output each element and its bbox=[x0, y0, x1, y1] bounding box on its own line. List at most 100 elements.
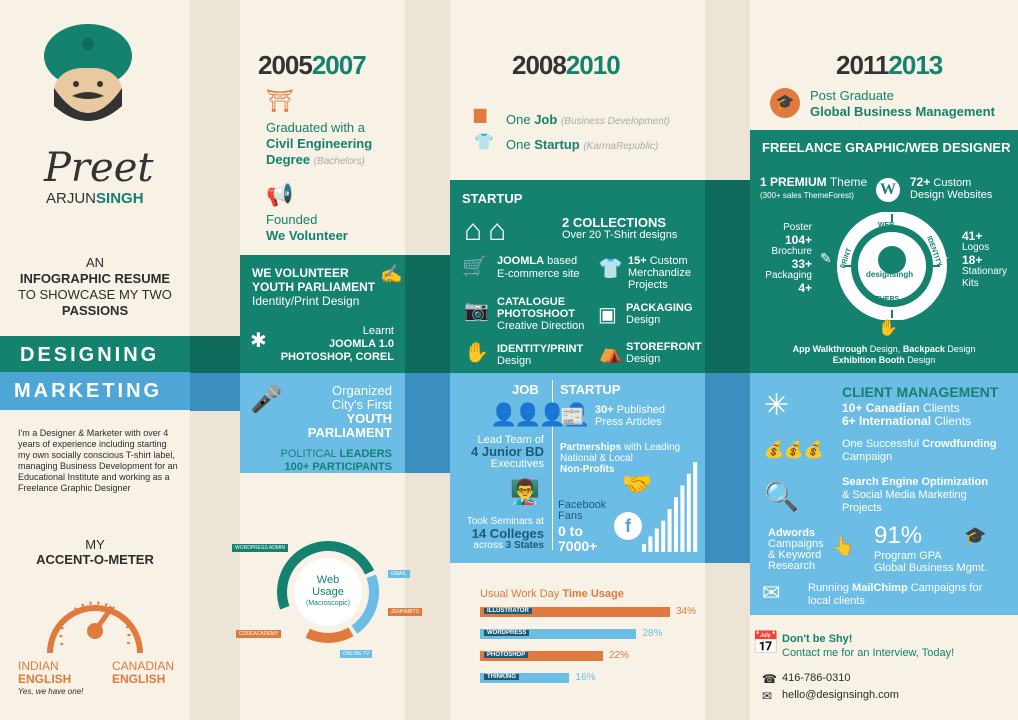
m1: 15+ bbox=[628, 255, 647, 267]
email-icon: ✉ bbox=[762, 689, 773, 703]
grad1: Graduated with a bbox=[266, 120, 366, 135]
clients: 10+ Canadian Clients 6+ International Cli… bbox=[842, 402, 971, 428]
jo2: based bbox=[547, 255, 578, 267]
s2: Startup bbox=[534, 137, 580, 152]
participants: POLITICAL LEADERS 100+ PARTICIPANTS bbox=[262, 448, 392, 474]
fb-bar bbox=[667, 508, 672, 552]
bar-label: PHOTOSHOP bbox=[484, 652, 529, 658]
cart-icon: 🛒 bbox=[462, 256, 487, 278]
fold bbox=[405, 255, 450, 373]
po2: 104+ bbox=[784, 233, 812, 247]
mc2: MailChimp bbox=[852, 582, 908, 594]
phone[interactable]: 416-786-0310 bbox=[782, 672, 851, 684]
fb-bar bbox=[648, 536, 653, 552]
ad1: Adwords bbox=[768, 527, 816, 539]
yes-note: Yes, we have one! bbox=[18, 687, 84, 696]
joomla-icon: ✱ bbox=[250, 330, 267, 352]
fb-bar bbox=[654, 528, 659, 552]
fb-bar bbox=[642, 544, 646, 552]
adwords: Adwords Campaigns & Keyword Research bbox=[768, 528, 824, 572]
p3: 100+ PARTICIPANTS bbox=[284, 461, 392, 473]
tagline-4: PASSIONS bbox=[61, 303, 129, 318]
fold bbox=[705, 180, 750, 373]
ca2: PHOTOSHOOT bbox=[497, 308, 576, 320]
pl1: Partnerships bbox=[560, 442, 622, 453]
wu-t3: (Macroscopic) bbox=[306, 600, 350, 607]
po4: 33+ bbox=[791, 257, 812, 271]
pk2: Design bbox=[626, 314, 661, 326]
custom-websites: 72+ Custom Design Websites bbox=[910, 176, 992, 201]
joomla-ecom: JOOMLA based E-commerce site bbox=[497, 255, 580, 281]
avatar bbox=[44, 24, 132, 121]
seminar-icon: 👨‍🏫 bbox=[510, 479, 540, 506]
bar bbox=[480, 629, 637, 639]
gpa-label: Program GPA Global Business Mgmt. bbox=[874, 550, 987, 574]
accent-meter-title: MY ACCENT-O-METER bbox=[0, 537, 190, 567]
wu-t1: Web bbox=[316, 574, 340, 586]
ts1: Took Seminars at bbox=[466, 516, 544, 527]
graduation: Graduated with a Civil Engineering Degre… bbox=[266, 120, 372, 170]
wheel-center: designsingh bbox=[866, 270, 914, 279]
email[interactable]: hello@designsingh.com bbox=[782, 689, 899, 701]
startup2-heading: STARTUP bbox=[560, 382, 621, 397]
o2: City's First bbox=[331, 397, 392, 412]
team-icon: 👤👤👤👤 bbox=[490, 402, 591, 427]
po1: Poster bbox=[783, 222, 812, 233]
ad2: Campaigns bbox=[768, 538, 824, 550]
lt1: Lead Team of bbox=[477, 434, 544, 446]
marketing-band bbox=[0, 372, 190, 410]
f2: We Volunteer bbox=[266, 228, 348, 243]
gpa: 91% bbox=[874, 522, 923, 549]
fb-bar bbox=[680, 485, 685, 552]
box-icon: ▣ bbox=[598, 304, 617, 326]
y1: 2011 bbox=[836, 50, 889, 80]
web-usage-title: Web Usage (Macroscopic) bbox=[290, 574, 366, 610]
fb-bar bbox=[674, 497, 678, 552]
aw6: Design bbox=[907, 355, 936, 365]
hand-icon: ✋ bbox=[464, 342, 489, 364]
canadian-a: CANADIAN bbox=[112, 659, 175, 673]
l2: JOOMLA 1.0 bbox=[329, 338, 394, 350]
aw5: Exhibition Booth bbox=[832, 355, 905, 365]
mailchimp: Running MailChimp Campaigns for local cli… bbox=[808, 582, 982, 608]
calendar-icon: 📅 bbox=[752, 630, 780, 655]
fb1: Facebook bbox=[558, 499, 607, 511]
s3: (KarmaRepublic) bbox=[583, 141, 659, 152]
collections: 2 COLLECTIONS Over 20 T-Shirt designs bbox=[562, 216, 677, 242]
years-2005-2007: 20052007 bbox=[258, 50, 367, 81]
aw2: Design, bbox=[869, 344, 901, 354]
accent-my: MY bbox=[85, 537, 105, 552]
cl4: Clients bbox=[934, 414, 972, 428]
pr3: (300+ sales ThemeForest) bbox=[760, 191, 854, 200]
pr1: 1 PREMIUM bbox=[760, 175, 827, 189]
others-icon: ✋ bbox=[878, 320, 898, 337]
camera-icon: 📷 bbox=[464, 300, 489, 322]
facebook-fans: Facebook Fans 0 to 7000+ bbox=[558, 500, 606, 554]
tagline: AN INFOGRAPHIC RESUME TO SHOWCASE MY TWO… bbox=[0, 255, 190, 319]
seo: Search Engine Optimization & Social Media… bbox=[842, 476, 988, 515]
ca3: Creative Direction bbox=[497, 320, 585, 332]
other-projects: App Walkthrough Design, Backpack Design … bbox=[750, 344, 1018, 366]
facebook-icon: f bbox=[614, 512, 642, 540]
dont-be-shy: Don't be Shy! Contact me for an Interview… bbox=[782, 632, 954, 660]
facebook-growth-chart bbox=[642, 462, 698, 552]
se3: Projects bbox=[842, 502, 882, 514]
megaphone-icon: 📢 bbox=[266, 182, 294, 207]
mc3: Campaigns for bbox=[910, 582, 983, 594]
tagline-2: INFOGRAPHIC RESUME bbox=[19, 271, 171, 286]
client-mgmt-heading: CLIENT MANAGEMENT bbox=[842, 384, 999, 400]
ad4: Research bbox=[768, 560, 816, 572]
j3: (Business Development) bbox=[560, 116, 670, 127]
ds2: Contact me for an Interview, Today! bbox=[782, 647, 955, 659]
we-volunteer-block: WE VOLUNTEER YOUTH PARLIAMENT Identity/P… bbox=[252, 266, 375, 308]
wv1: WE VOLUNTEER bbox=[252, 266, 349, 280]
bar-value: 34% bbox=[676, 606, 697, 617]
fb2: Fans bbox=[558, 510, 583, 522]
pl4: Non-Profits bbox=[560, 464, 615, 475]
col3-market-panel bbox=[750, 373, 1018, 615]
wu-label: ZENHABITS bbox=[388, 608, 423, 616]
bridge-icon: ⛩ bbox=[266, 88, 294, 113]
ds1: Don't be Shy! bbox=[782, 633, 853, 645]
moneybag-icon: 💰💰💰 bbox=[764, 442, 824, 459]
wu-label: CODEACADEMY bbox=[236, 630, 282, 638]
